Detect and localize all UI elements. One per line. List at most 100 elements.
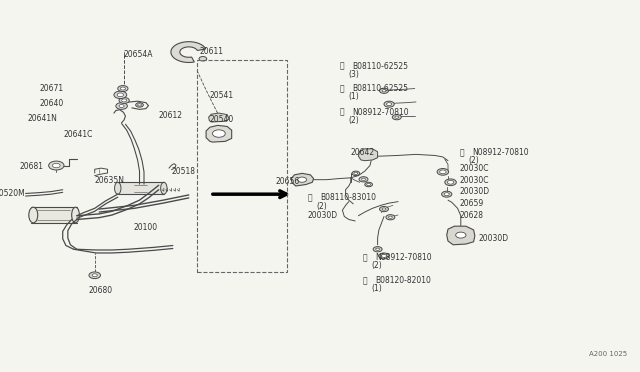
Circle shape: [52, 163, 60, 168]
Text: 20030D: 20030D: [307, 211, 337, 219]
Circle shape: [381, 254, 387, 257]
Text: 20030C: 20030C: [460, 176, 489, 185]
Circle shape: [444, 193, 449, 196]
Circle shape: [379, 253, 389, 259]
Text: (1): (1): [348, 92, 359, 101]
Circle shape: [456, 232, 466, 238]
Text: Ⓝ: Ⓝ: [460, 148, 464, 157]
Ellipse shape: [29, 207, 38, 223]
Text: 20681: 20681: [20, 162, 44, 171]
Text: B08120-82010: B08120-82010: [375, 276, 431, 285]
Text: 20642: 20642: [351, 148, 375, 157]
Text: Ⓑ: Ⓑ: [307, 193, 312, 202]
Text: Ⓑ: Ⓑ: [362, 276, 367, 285]
Circle shape: [89, 272, 100, 279]
Text: N08912-70810: N08912-70810: [375, 253, 431, 262]
Circle shape: [445, 179, 456, 186]
Text: B08110-62525: B08110-62525: [352, 62, 408, 71]
Circle shape: [387, 103, 392, 106]
Text: 20640: 20640: [40, 99, 64, 108]
Circle shape: [138, 104, 141, 106]
Polygon shape: [206, 125, 232, 142]
Circle shape: [114, 91, 127, 99]
Text: 20628: 20628: [460, 211, 484, 220]
Circle shape: [359, 177, 368, 182]
Circle shape: [117, 93, 124, 97]
Text: Ⓝ: Ⓝ: [339, 108, 344, 117]
Circle shape: [199, 57, 207, 61]
Text: 20654A: 20654A: [124, 50, 153, 59]
Text: 20030C: 20030C: [460, 164, 489, 173]
Text: N08912-70810: N08912-70810: [472, 148, 529, 157]
Circle shape: [362, 178, 365, 180]
Circle shape: [116, 103, 127, 109]
Circle shape: [92, 274, 97, 277]
Circle shape: [392, 115, 401, 120]
Text: B08110-62525: B08110-62525: [352, 84, 408, 93]
Circle shape: [120, 87, 125, 90]
Text: 20611: 20611: [200, 47, 224, 56]
Circle shape: [442, 191, 452, 197]
Circle shape: [365, 182, 372, 187]
Circle shape: [380, 206, 388, 212]
Ellipse shape: [72, 207, 79, 223]
Ellipse shape: [161, 182, 167, 194]
Text: (2): (2): [348, 116, 359, 125]
Circle shape: [376, 248, 380, 250]
Polygon shape: [209, 113, 229, 122]
Text: (2): (2): [371, 261, 382, 270]
Text: Ⓑ: Ⓑ: [339, 84, 344, 93]
Circle shape: [380, 88, 388, 93]
Text: (3): (3): [348, 70, 359, 79]
Circle shape: [119, 97, 129, 103]
Text: 20671: 20671: [40, 84, 64, 93]
Text: Ⓝ: Ⓝ: [362, 253, 367, 262]
Circle shape: [437, 169, 449, 175]
Polygon shape: [171, 42, 206, 62]
Circle shape: [354, 172, 358, 174]
Circle shape: [49, 161, 64, 170]
FancyBboxPatch shape: [118, 182, 164, 194]
Text: 20641C: 20641C: [63, 130, 93, 139]
Circle shape: [388, 216, 392, 218]
Text: (1): (1): [371, 284, 382, 293]
Circle shape: [119, 105, 124, 108]
Text: A200 1025: A200 1025: [589, 351, 627, 357]
Circle shape: [298, 177, 307, 182]
Bar: [197, 60, 287, 272]
Polygon shape: [291, 173, 314, 186]
Circle shape: [352, 171, 360, 176]
Text: 20541: 20541: [210, 92, 234, 100]
Text: 20520M: 20520M: [0, 189, 26, 198]
Text: 20635N: 20635N: [95, 176, 125, 185]
Circle shape: [136, 103, 143, 107]
Circle shape: [373, 247, 382, 252]
Text: 20540: 20540: [210, 115, 234, 124]
Circle shape: [447, 180, 454, 184]
Text: 20100: 20100: [133, 223, 157, 232]
Text: 20612: 20612: [159, 111, 183, 120]
Text: B08110-83010: B08110-83010: [320, 193, 376, 202]
Polygon shape: [447, 226, 475, 245]
Circle shape: [122, 99, 127, 102]
Text: 20641N: 20641N: [28, 114, 58, 123]
Text: 20680: 20680: [88, 286, 113, 295]
Text: 20659: 20659: [460, 199, 484, 208]
Text: 20656: 20656: [275, 177, 300, 186]
Circle shape: [367, 183, 371, 186]
Text: (2): (2): [468, 156, 479, 165]
Text: 20030D: 20030D: [460, 187, 490, 196]
Circle shape: [440, 170, 446, 174]
FancyBboxPatch shape: [34, 207, 74, 223]
Ellipse shape: [115, 182, 121, 194]
Text: Ⓑ: Ⓑ: [339, 62, 344, 71]
Text: (2): (2): [316, 202, 327, 211]
Circle shape: [382, 208, 386, 210]
Circle shape: [395, 116, 399, 118]
Circle shape: [382, 90, 386, 92]
Circle shape: [386, 215, 395, 220]
Text: 20518: 20518: [172, 167, 196, 176]
Polygon shape: [358, 149, 378, 161]
Circle shape: [384, 101, 394, 107]
Text: 20030D: 20030D: [479, 234, 509, 243]
